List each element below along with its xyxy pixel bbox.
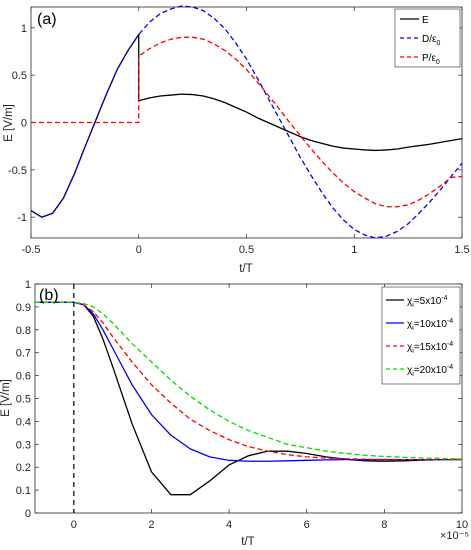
x-tick-label: 1 <box>351 244 357 256</box>
y-tick-label: 0.8 <box>16 325 31 337</box>
x-tick-label: 8 <box>381 519 387 531</box>
panel-b-label: (b) <box>39 287 59 304</box>
legend-label: χi=10x10-4 <box>407 318 453 332</box>
y-tick-label: 0 <box>25 508 31 520</box>
panel-a-chart: -0.5 0 0.5 1 1.5-1-0.500.51 (a) t/T E [V/m] … <box>3 5 470 275</box>
legend-label: χi=15x10-4 <box>407 341 453 355</box>
series-line-b-3 <box>35 301 463 460</box>
x-tick-label: 1.5 <box>454 244 469 256</box>
series-line-b-1 <box>35 301 462 462</box>
legend-label: χi=20x10-4 <box>407 364 453 378</box>
series-line-a-0 <box>30 33 463 218</box>
y-tick-label: -0.5 <box>8 165 27 177</box>
y-tick-label: 0.5 <box>12 70 27 82</box>
y-tick-label: 0.7 <box>16 348 31 360</box>
y-tick-label: 1 <box>21 23 27 35</box>
panel-b-x-exponent: ×10⁻⁵ <box>440 530 469 542</box>
series-line-b-2 <box>35 301 462 461</box>
series-line-b-0 <box>35 301 463 496</box>
x-tick-label: 0 <box>71 519 77 531</box>
series-line-a-2 <box>31 36 463 208</box>
legend-label: χi=5x10-4 <box>407 295 448 309</box>
x-tick-label: -0.5 <box>22 244 41 256</box>
panel-b-legend: χi=5x10-4 χi=10x10-4 χi=15x10-4 χi=20x10-4 <box>381 286 461 385</box>
y-tick-label: 0.4 <box>16 416 31 428</box>
panel-a-xlabel: t/T <box>239 263 252 275</box>
y-tick-label: 0.9 <box>16 302 31 314</box>
series-line-a-1 <box>30 5 463 239</box>
x-tick-label: 0 <box>136 244 142 256</box>
y-tick-label: 0.2 <box>16 462 31 474</box>
x-tick-label: 2 <box>148 519 154 531</box>
x-tick-label: 4 <box>226 519 232 531</box>
y-tick-label: 0.5 <box>16 394 31 406</box>
x-tick-label: 0.5 <box>239 244 254 256</box>
x-tick-label: 10 <box>456 519 468 531</box>
legend-box <box>381 286 461 385</box>
panel-b-chart: 0 2 4 6 8 10 0 0.1 0.2 0.3 0.4 0.5 0.6 0.7 0.8 0.9 1 (b)… <box>0 279 469 548</box>
y-tick-label: 0.6 <box>16 371 31 383</box>
legend-label-e: E <box>422 15 429 26</box>
panel-b-ylabel: E [V/m] <box>0 379 12 417</box>
y-tick-label: 0 <box>21 118 27 130</box>
panel-a-plot-area <box>30 6 463 239</box>
y-tick-label: 0.1 <box>16 485 31 497</box>
panel-b-xlabel: t/T <box>241 536 254 548</box>
y-tick-label: -1 <box>17 212 27 224</box>
panel-a-legend: E D/ε0 P/ε0 <box>394 8 461 68</box>
x-tick-label: 6 <box>304 519 310 531</box>
legend-label-d: D/ε0 <box>422 34 440 47</box>
legend-label-p: P/ε0 <box>422 53 440 66</box>
y-tick-label: 1 <box>25 279 31 291</box>
panel-a-label: (a) <box>37 11 57 28</box>
y-tick-label: 0.3 <box>16 439 31 451</box>
panel-a-ylabel: E [V/m] <box>3 104 15 142</box>
